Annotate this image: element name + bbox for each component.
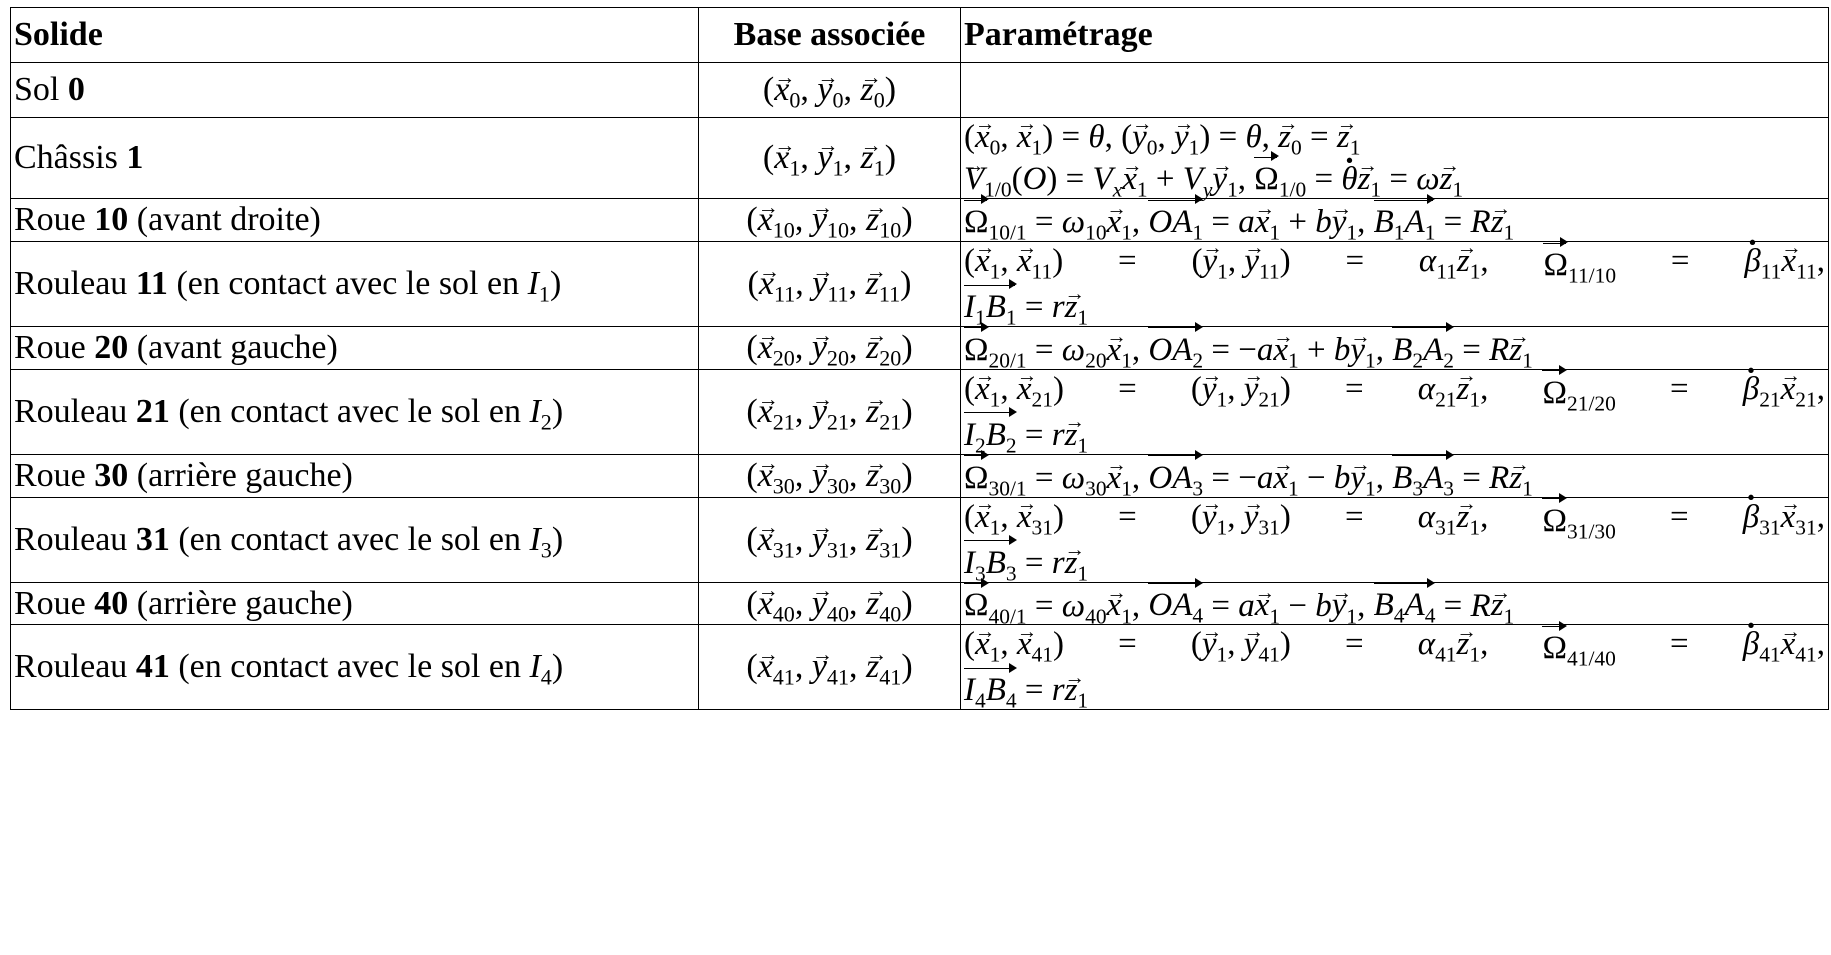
base-cell: (x11, y11, z11) <box>698 240 961 327</box>
solid-name: Rouleau <box>14 264 128 302</box>
param-cell: (x1, x11)=(y1, y11)=α11z1,Ω11/10=β11x11,… <box>960 224 1829 328</box>
solid-name: Roue <box>14 456 86 494</box>
solid-cell: Rouleau 21 (en contact avec le sol en I2… <box>10 368 699 455</box>
table-row: Roue 20 (avant gauche)(x20, y20, z20)Ω20… <box>10 316 1829 371</box>
table-row: Rouleau 11 (en contact avec le sol en I1… <box>10 224 1829 328</box>
solid-cell: Roue 20 (avant gauche) <box>10 325 699 370</box>
table-body: Sol 0(x0, y0, z0)Châssis 1(x1, y1, z1)(x… <box>10 58 1829 712</box>
solid-description: (avant droite) <box>136 200 321 238</box>
solid-name: Roue <box>14 584 86 622</box>
solid-description: (arrière gauche) <box>136 584 353 622</box>
base-cell: (x40, y40, z40) <box>698 571 961 626</box>
solid-name: Rouleau <box>14 520 128 558</box>
solid-name: Rouleau <box>14 648 128 686</box>
solid-cell: Roue 40 (arrière gauche) <box>10 581 699 626</box>
solid-number: 20 <box>94 328 129 366</box>
param-cell <box>960 62 1829 118</box>
solid-name: Roue <box>14 200 86 238</box>
solid-description: (en contact avec le sol en <box>178 648 521 686</box>
table-row: Roue 10 (avant droite)(x10, y10, z10)Ω10… <box>10 188 1829 243</box>
header-base: Base associée <box>698 7 961 63</box>
contact-point: I <box>529 648 541 686</box>
solid-number: 11 <box>135 264 168 302</box>
table-row: Roue 30 (arrière gauche)(x30, y30, z30)Ω… <box>10 444 1829 499</box>
solid-number: 31 <box>135 520 170 558</box>
header-row: Solide Base associée Paramétrage <box>10 7 1829 63</box>
table-row: Rouleau 21 (en contact avec le sol en I2… <box>10 352 1829 456</box>
solid-cell: Châssis 1 <box>10 117 699 199</box>
solid-description: (arrière gauche) <box>136 456 353 494</box>
param-cell: (x1, x21)=(y1, y21)=α21z1,Ω21/20=β21x21,… <box>960 352 1829 456</box>
solid-description: (en contact avec le sol en <box>178 392 521 430</box>
param-cell: Ω40/1 = ω40x1, OA4 = ax1 − by1, B4A4 = R… <box>960 574 1829 627</box>
solid-number: 21 <box>135 392 170 430</box>
solid-name: Sol <box>14 71 60 108</box>
header-solide: Solide <box>10 7 699 63</box>
solid-name: Roue <box>14 328 86 366</box>
contact-point: I <box>529 392 541 430</box>
param-cell: (x1, x41)=(y1, y41)=α41z1,Ω41/40=β41x41,… <box>960 607 1829 712</box>
solid-number: 40 <box>94 584 129 622</box>
solid-cell: Sol 0 <box>10 62 699 118</box>
table-row: Sol 0(x0, y0, z0) <box>10 58 1829 118</box>
solid-number: 1 <box>126 138 144 176</box>
solid-cell: Roue 10 (avant droite) <box>10 197 699 242</box>
param-cell: (x0, x1) = θ, (y0, y1) = θ, z0 = z1V1/0(… <box>960 105 1829 200</box>
param-cell: Ω30/1 = ω30x1, OA3 = −ax1 − by1, B3A3 = … <box>960 446 1829 499</box>
solid-cell: Roue 30 (arrière gauche) <box>10 453 699 498</box>
solid-description: (en contact avec le sol en <box>176 264 520 302</box>
base-cell: (x31, y31, z31) <box>698 496 961 583</box>
param-cell: (x1, x31)=(y1, y31)=α31z1,Ω31/30=β31x31,… <box>960 479 1829 584</box>
header-parametrage: Paramétrage <box>960 7 1829 63</box>
solid-number: 0 <box>67 71 85 108</box>
base-cell: (x20, y20, z20) <box>698 316 961 370</box>
solid-cell: Rouleau 11 (en contact avec le sol en I1… <box>10 240 699 327</box>
table-row: Châssis 1(x1, y1, z1)(x0, x1) = θ, (y0, … <box>10 105 1829 200</box>
solid-description: (avant gauche) <box>136 328 338 366</box>
base-cell: (x1, y1, z1) <box>698 117 961 199</box>
contact-point: I <box>529 520 541 558</box>
contact-point: I <box>527 264 539 302</box>
solid-name: Rouleau <box>14 392 128 430</box>
parameter-table: Solide Base associée Paramétrage Sol 0(x… <box>10 7 1829 712</box>
base-cell: (x10, y10, z10) <box>698 188 961 242</box>
solid-cell: Rouleau 41 (en contact avec le sol en I4… <box>10 624 699 711</box>
table-row: Rouleau 41 (en contact avec le sol en I4… <box>10 607 1829 712</box>
param-cell: Ω10/1 = ω10x1, OA1 = ax1 + by1, B1A1 = R… <box>960 190 1829 243</box>
param-cell: Ω20/1 = ω20x1, OA2 = −ax1 + by1, B2A2 = … <box>960 318 1829 371</box>
solid-number: 30 <box>94 456 129 494</box>
solid-description: (en contact avec le sol en <box>178 520 521 558</box>
base-cell: (x41, y41, z41) <box>698 624 961 711</box>
solid-number: 10 <box>94 200 129 238</box>
base-cell: (x30, y30, z30) <box>698 444 961 498</box>
base-cell: (x21, y21, z21) <box>698 368 961 455</box>
base-cell: (x0, y0, z0) <box>698 58 961 118</box>
table-row: Rouleau 31 (en contact avec le sol en I3… <box>10 479 1829 584</box>
solid-cell: Rouleau 31 (en contact avec le sol en I3… <box>10 496 699 583</box>
solid-number: 41 <box>135 648 170 686</box>
solid-name: Châssis <box>14 138 118 176</box>
table-row: Roue 40 (arrière gauche)(x40, y40, z40)Ω… <box>10 571 1829 627</box>
